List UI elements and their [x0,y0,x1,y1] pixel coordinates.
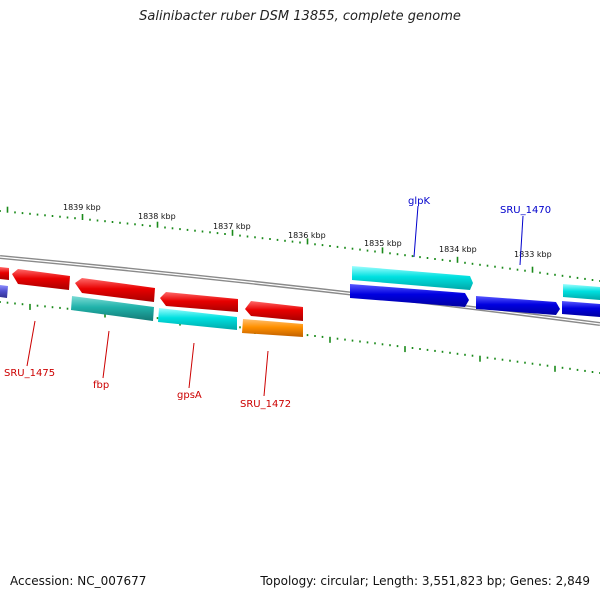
gene-arrow-blue[interactable] [350,284,469,307]
gene-arrow-glpk-cyan[interactable] [352,266,473,290]
leader-line [263,350,269,397]
tick-label: 1838 kbp [138,212,176,221]
tick-label: 1835 kbp [364,239,402,248]
tick-label: 1836 kbp [288,231,326,240]
gene-arrow-cyan[interactable] [158,308,237,330]
gene-arrow-red[interactable] [160,292,238,312]
map-title: Salinibacter ruber DSM 13855, complete g… [139,9,461,24]
genome-backbone-inner [0,256,600,325]
tick-label: 1837 kbp [213,222,251,231]
gene-arrow-red[interactable] [245,301,303,321]
gene-arrow-red[interactable] [12,269,70,290]
gene-label-sru1472[interactable]: SRU_1472 [240,399,291,410]
leader-line [519,215,524,266]
leader-line [102,330,110,379]
gene-label-sru1470[interactable]: SRU_1470 [500,205,551,216]
gene-label-fbp[interactable]: fbp [93,380,109,391]
tick-label: 1833 kbp [514,250,552,259]
gene-arrow-red[interactable] [75,278,155,302]
gene-arrow-cyan[interactable] [563,284,600,300]
gene-label-sru1475[interactable]: SRU_1475 [4,368,55,379]
label-leaders [26,205,524,397]
leader-line [413,205,419,258]
leader-line [188,342,195,389]
gene-arrow-orange[interactable] [242,319,303,337]
gene-arrow-teal[interactable] [71,296,154,321]
accession-info: Accession: NC_007677 [10,574,147,588]
tick-ring-outer [0,206,600,282]
gene-label-glpk[interactable]: glpK [408,196,430,207]
leader-line [26,320,36,367]
gene-arrow-red[interactable] [0,267,9,280]
gene-arrow-purple[interactable] [0,285,8,298]
gene-label-gpsa[interactable]: gpsA [177,390,202,401]
topology-info: Topology: circular; Length: 3,551,823 bp… [260,574,590,588]
gene-arrow-blue[interactable] [562,301,600,317]
gene-arrow-sru1470-blue[interactable] [476,296,560,315]
tick-label: 1834 kbp [439,245,477,254]
reverse-features [0,269,303,337]
tick-label: 1839 kbp [63,203,101,212]
forward-features [0,266,600,317]
